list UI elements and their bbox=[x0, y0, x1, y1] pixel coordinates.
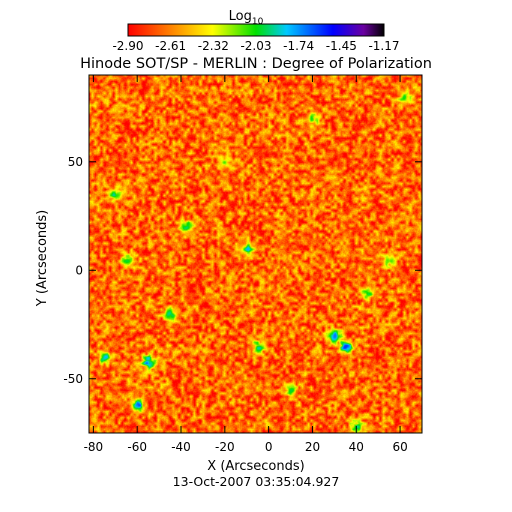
colorbar-label-subscript: 10 bbox=[252, 17, 264, 27]
colorbar-tick-label: -1.45 bbox=[326, 39, 357, 53]
x-tick-label: 60 bbox=[392, 440, 407, 454]
timestamp: 13-Oct-2007 03:35:04.927 bbox=[173, 474, 340, 489]
colorbar-label: Log10 bbox=[229, 9, 264, 27]
x-tick-label: -20 bbox=[215, 440, 235, 454]
y-tick-label: 50 bbox=[68, 155, 83, 169]
x-tick-label: -80 bbox=[84, 440, 104, 454]
colorbar-tick-label: -2.90 bbox=[112, 39, 143, 53]
polarization-heatmap bbox=[89, 75, 422, 433]
colorbar-tick-label: -2.03 bbox=[240, 39, 271, 53]
colorbar-tick-label: -1.74 bbox=[283, 39, 314, 53]
axis-ticks: -80 -60 -40 -20 0 20 40 60 -50 0 50 bbox=[63, 75, 422, 454]
colorbar-ticks: -2.90 -2.61 -2.32 -2.03 -1.74 -1.45 -1.17 bbox=[112, 39, 399, 53]
colorbar-tick-label: -2.32 bbox=[198, 39, 229, 53]
chart-title: Hinode SOT/SP - MERLIN : Degree of Polar… bbox=[80, 56, 432, 72]
y-tick-label: -50 bbox=[63, 372, 83, 386]
x-tick-label: 40 bbox=[349, 440, 364, 454]
plot-frame bbox=[88, 74, 423, 434]
x-tick-label: 0 bbox=[265, 440, 273, 454]
y-axis-label: Y (Arcseconds) bbox=[35, 210, 50, 307]
colorbar-tick-label: -2.61 bbox=[155, 39, 186, 53]
x-tick-label: -60 bbox=[127, 440, 147, 454]
colorbar bbox=[127, 23, 385, 37]
x-axis-label: X (Arcseconds) bbox=[207, 459, 304, 474]
x-tick-label: -40 bbox=[171, 440, 191, 454]
x-tick-label: 20 bbox=[305, 440, 320, 454]
y-tick-label: 0 bbox=[75, 263, 83, 277]
colorbar-tick-label: -1.17 bbox=[368, 39, 399, 53]
plot-area bbox=[88, 74, 423, 434]
